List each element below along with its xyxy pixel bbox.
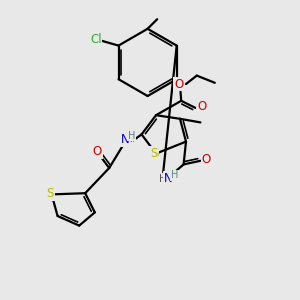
Text: O: O — [174, 77, 183, 91]
Text: O: O — [197, 100, 206, 113]
Text: H: H — [171, 170, 178, 180]
Text: Cl: Cl — [90, 33, 101, 46]
Text: Cl: Cl — [90, 33, 101, 46]
Text: N: N — [165, 172, 174, 185]
Text: O: O — [202, 153, 211, 166]
Text: N: N — [164, 172, 172, 185]
Text: O: O — [174, 77, 183, 91]
Text: H: H — [124, 134, 132, 144]
Text: O: O — [197, 100, 206, 113]
Text: O: O — [202, 153, 211, 166]
Text: H: H — [128, 130, 135, 141]
Text: O: O — [93, 145, 102, 158]
Text: N: N — [119, 133, 128, 146]
Text: S: S — [47, 187, 54, 200]
Text: S: S — [151, 147, 158, 160]
Text: O: O — [93, 145, 102, 158]
Text: N: N — [120, 133, 129, 146]
Text: S: S — [150, 147, 157, 160]
Text: S: S — [47, 187, 54, 200]
Text: H: H — [159, 174, 167, 184]
